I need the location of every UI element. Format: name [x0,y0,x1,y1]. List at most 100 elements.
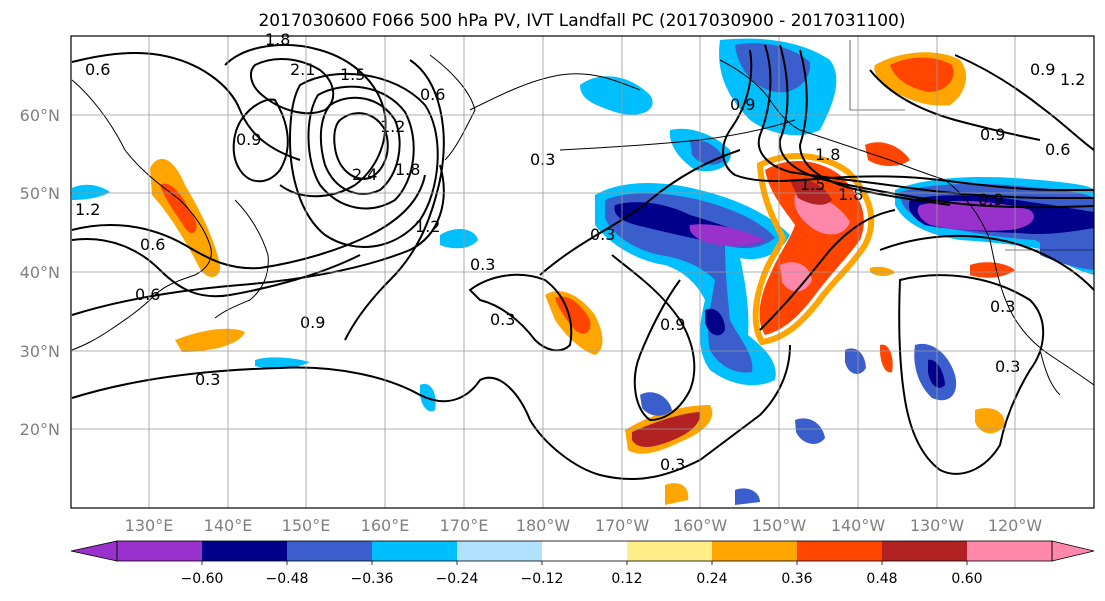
contour-0.3-south [71,344,791,481]
colorbar: −0.60 −0.48 −0.36 −0.24 −0.12 0.12 0.24 … [70,540,1095,587]
shade-negative-small-5 [255,357,310,369]
pv-contours [71,44,1095,481]
colorbar-segment [542,541,627,561]
shade-positive-gulf-small [865,142,910,166]
contour-0.6-ring [344,59,445,341]
lon-label: 170°E [440,516,489,535]
shade-negative-subtropical-core [705,308,725,336]
colorbar-tick-label: 0.12 [611,571,642,587]
lat-label: 40°N [20,263,60,282]
lon-label: 170°W [595,516,650,535]
colorbar-segment [287,541,372,561]
contour-label: 0.6 [85,60,110,79]
contour-label: 0.9 [1030,60,1055,79]
lon-label: 130°E [125,516,174,535]
map-frame [70,35,1095,509]
longitude-labels: 130°E 140°E 150°E 160°E 170°E 180°W 170°… [125,516,1043,535]
contour-0.3-east-loop [898,274,1045,475]
lat-label: 30°N [20,342,60,361]
contour-label: 0.9 [236,130,261,149]
contour-1.2-loop [288,72,439,248]
colorbar-segment [457,541,542,561]
contour-1.2-jet [71,174,426,270]
shade-positive-small-5 [870,266,895,276]
contour-label: 0.6 [1045,140,1070,159]
coast-alaska-south [799,129,946,181]
shade-positive-subtropical-core [632,412,701,447]
lat-label: 50°N [20,184,60,203]
shade-positive-small-4 [880,344,893,373]
colorbar-segment [202,541,287,561]
contour-1.5-jet [71,238,361,298]
colorbar-frame [116,540,1053,562]
colorbar-tick-label: 0.48 [866,571,897,587]
contour-0.3-trough [759,209,896,331]
contour-label: 2.4 [352,165,377,184]
contour-0.3-central [539,149,741,276]
shade-negative-northeast-pacific-min [917,200,1034,231]
contour-label: 0.9 [660,315,685,334]
colorbar-tick-label: 0.24 [696,571,727,587]
lon-label: 160°W [673,516,728,535]
contour-label: 1.2 [380,117,405,136]
colorbar-extend-low [70,540,118,562]
lon-label: 150°E [282,516,331,535]
contour-label: 1.2 [75,200,100,219]
shade-negative-subtropical-west [640,392,672,416]
contour-label: 0.6 [420,85,445,104]
colorbar-segment [712,541,797,561]
shade-positive-south-japan [175,328,245,352]
lon-label: 140°W [831,516,886,535]
contour-0.3-west-loop [468,273,573,352]
contour-label: 0.3 [195,370,220,389]
contour-1.5-loop [307,85,415,210]
contour-0.6-north [71,51,301,161]
shade-negative-bering-west [580,76,653,115]
contour-label: 1.5 [800,175,825,194]
coast-siberia [469,73,641,111]
lon-label: 150°W [752,516,807,535]
shade-positive-gulf-alaska [759,160,864,335]
coast-north-america [944,179,1095,386]
contour-0.9-ridge [722,49,1094,191]
latitude-labels: 60°N 50°N 40°N 30°N 20°N [20,106,60,439]
colorbar-tick-label: 0.36 [781,571,812,587]
contour-label: 0.3 [990,297,1015,316]
shade-negative-central-pacific-min [689,224,765,247]
colorbar-tick-label: −0.48 [266,571,309,587]
border-canada-alaska [849,40,905,111]
colorbar-segment [967,541,1052,561]
lon-label: 130°W [910,516,965,535]
colorbar-ticks [201,561,968,565]
contour-label: 1.2 [415,217,440,236]
lat-label: 20°N [20,420,60,439]
contour-label: 0.9 [978,190,1003,209]
contour-label: 2.1 [290,60,315,79]
colorbar-tick-label: 0.60 [951,571,982,587]
contour-label: 1.2 [1060,70,1085,89]
shade-negative-small-4 [440,228,478,249]
shade-positive-gulf-alaska-south [780,262,812,292]
shade-positive-japan-core [160,183,197,234]
contour-2.1-upper [249,58,335,115]
contour-label: 0.9 [730,95,755,114]
shade-positive-mid-pacific-core [555,296,591,334]
colorbar-tick-label: −0.12 [521,571,564,587]
coast-japan [214,199,269,319]
contour-label: 1.8 [265,30,290,49]
contour-label: 0.9 [300,313,325,332]
colorbar-tick-label: −0.24 [436,571,479,587]
shade-negative-west-edge [72,184,110,200]
contour-label: 0.3 [995,357,1020,376]
shade-positive-gulf-alaska-inner [790,178,832,205]
colorbar-segment [882,541,967,561]
contour-2.4-loop [333,112,389,180]
colorbar-segment [627,541,712,561]
contour-0.9-tongue [611,254,696,422]
contour-label: 1.8 [815,145,840,164]
lon-label: 160°E [361,516,410,535]
shade-positive-gulf-alaska-rim [752,153,875,346]
figure-title: 2017030600 F066 500 hPa PV, IVT Landfall… [258,11,905,31]
lon-label: 140°E [204,516,253,535]
